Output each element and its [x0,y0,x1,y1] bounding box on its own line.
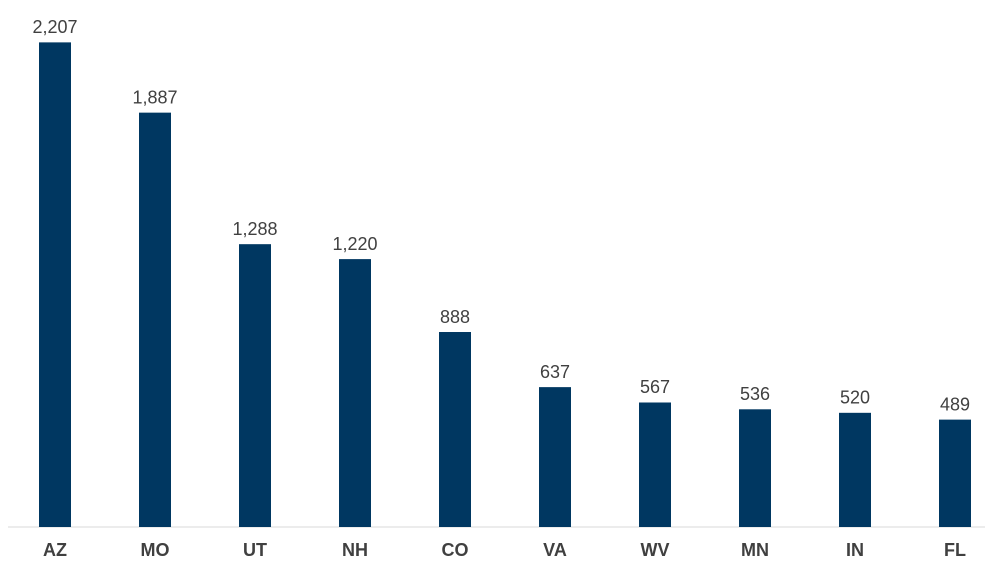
value-label: 1,288 [232,219,277,239]
bar [439,332,471,527]
x-tick-label: FL [944,540,966,560]
bar [939,419,971,527]
bar [839,412,871,527]
value-label: 1,887 [132,87,177,107]
bar [139,112,171,528]
x-tick-label: IN [846,540,864,560]
bar [539,387,571,527]
value-label: 536 [740,384,770,404]
x-tick-label: MO [141,540,170,560]
value-label: 520 [840,388,870,408]
bar [39,42,71,528]
bar [639,402,671,527]
x-tick-label: VA [543,540,567,560]
bar [239,244,271,527]
value-label: 2,207 [32,17,77,37]
x-tick-label: NH [342,540,368,560]
x-tick-label: UT [243,540,267,560]
value-label: 567 [640,377,670,397]
x-tick-label: MN [741,540,769,560]
value-label: 637 [540,362,570,382]
bar [339,259,371,527]
value-label: 489 [940,394,970,414]
x-tick-label: CO [442,540,469,560]
x-tick-label: WV [641,540,670,560]
x-tick-label: AZ [43,540,67,560]
value-label: 1,220 [332,234,377,254]
bar [739,409,771,527]
value-label: 888 [440,307,470,327]
